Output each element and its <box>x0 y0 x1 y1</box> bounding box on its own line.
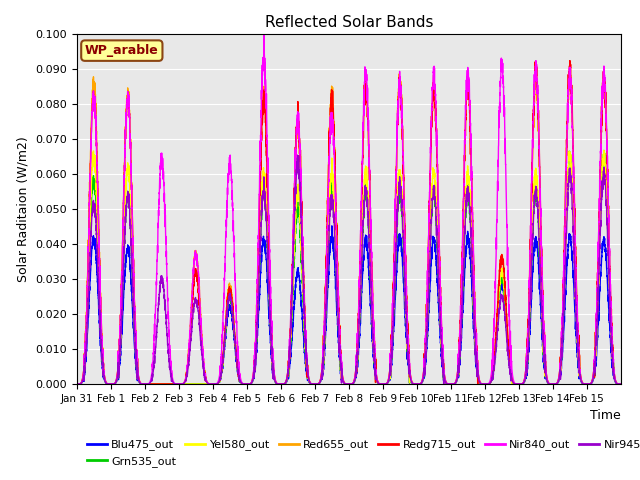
Line: Nir840_out: Nir840_out <box>77 34 621 384</box>
Yel580_out <box>398 189 406 195</box>
Yel580_out <box>369 325 377 331</box>
Title: Reflected Solar Bands: Reflected Solar Bands <box>264 15 433 30</box>
Redg715_out <box>73 381 81 387</box>
Grn535_out <box>498 276 506 282</box>
Line: Blu475_out: Blu475_out <box>77 226 621 384</box>
Text: WP_arable: WP_arable <box>85 44 159 57</box>
Nir945_out <box>525 334 532 339</box>
X-axis label: Time: Time <box>590 409 621 422</box>
Line: Redg715_out: Redg715_out <box>77 60 621 384</box>
Nir840_out <box>498 60 506 65</box>
Redg715_out <box>498 256 506 262</box>
Nir945_out <box>539 334 547 339</box>
Yel580_out <box>617 381 625 387</box>
Nir945_out <box>398 210 406 216</box>
Line: Nir945_out: Nir945_out <box>77 155 621 384</box>
Blu475_out <box>539 344 547 349</box>
Redg715_out <box>186 342 193 348</box>
Nir945_out <box>294 152 301 158</box>
Redg715_out <box>525 312 532 318</box>
Red655_out <box>617 381 625 387</box>
Nir840_out <box>398 123 406 129</box>
Nir945_out <box>498 293 506 299</box>
Grn535_out <box>600 147 608 153</box>
Blu475_out <box>617 381 625 387</box>
Grn535_out <box>617 381 625 387</box>
Grn535_out <box>525 332 532 338</box>
Grn535_out <box>186 381 193 387</box>
Nir945_out <box>73 381 81 387</box>
Blu475_out <box>369 349 377 355</box>
Y-axis label: Solar Raditaion (W/m2): Solar Raditaion (W/m2) <box>17 136 30 282</box>
Yel580_out <box>539 323 547 328</box>
Blu475_out <box>525 348 532 354</box>
Red655_out <box>73 381 81 387</box>
Nir945_out <box>186 352 193 358</box>
Red655_out <box>369 303 377 309</box>
Yel580_out <box>186 381 193 387</box>
Nir945_out <box>369 331 377 337</box>
Line: Red655_out: Red655_out <box>77 71 621 384</box>
Yel580_out <box>600 147 608 153</box>
Legend: Blu475_out, Grn535_out, Yel580_out, Red655_out, Redg715_out, Nir840_out, Nir945_: Blu475_out, Grn535_out, Yel580_out, Red6… <box>83 435 640 471</box>
Nir840_out <box>539 303 547 309</box>
Blu475_out <box>498 286 506 292</box>
Yel580_out <box>73 381 81 387</box>
Red655_out <box>539 291 547 297</box>
Line: Grn535_out: Grn535_out <box>77 150 621 384</box>
Blu475_out <box>73 381 81 387</box>
Redg715_out <box>539 287 547 293</box>
Blu475_out <box>186 381 193 387</box>
Nir840_out <box>525 303 532 309</box>
Red655_out <box>525 315 532 321</box>
Grn535_out <box>73 381 81 387</box>
Nir840_out <box>617 381 625 387</box>
Line: Yel580_out: Yel580_out <box>77 150 621 384</box>
Grn535_out <box>369 330 377 336</box>
Redg715_out <box>617 381 625 387</box>
Yel580_out <box>498 269 506 275</box>
Yel580_out <box>525 328 532 334</box>
Blu475_out <box>328 223 336 228</box>
Red655_out <box>498 256 506 262</box>
Redg715_out <box>398 115 406 121</box>
Redg715_out <box>369 303 377 309</box>
Grn535_out <box>398 205 406 211</box>
Redg715_out <box>566 58 573 63</box>
Red655_out <box>398 112 406 118</box>
Red655_out <box>186 336 193 341</box>
Nir840_out <box>73 381 81 387</box>
Red655_out <box>600 68 608 73</box>
Grn535_out <box>539 327 547 333</box>
Nir840_out <box>186 337 193 343</box>
Blu475_out <box>398 253 406 259</box>
Nir840_out <box>369 301 377 307</box>
Nir945_out <box>617 381 625 387</box>
Nir840_out <box>260 31 268 36</box>
